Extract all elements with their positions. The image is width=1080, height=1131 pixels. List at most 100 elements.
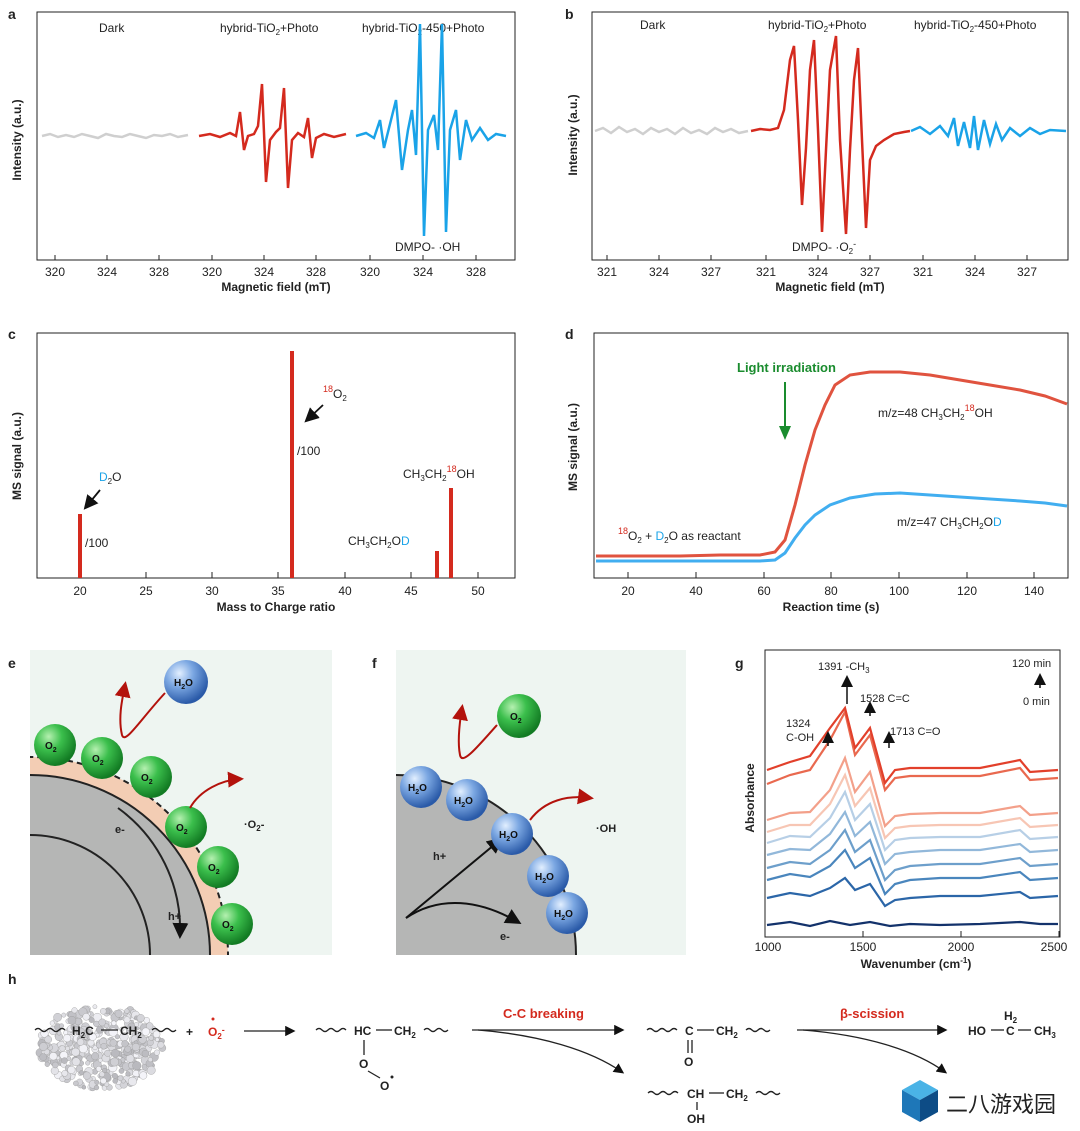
polymer-particle: [138, 1035, 147, 1044]
bead-label: H2O: [535, 872, 554, 885]
o2-bead: [81, 737, 123, 779]
electron-arrow: [405, 902, 522, 925]
peroxy-unit: HC: [354, 1024, 372, 1038]
watermark-cube-right: [920, 1090, 938, 1122]
ms-bar-ch3ch2od: [435, 551, 439, 578]
spectrum-dark: [41, 132, 189, 140]
label-d2o: D2O: [99, 470, 121, 486]
electron-label: e-: [500, 931, 510, 943]
polymer-particle: [61, 1012, 67, 1018]
tick-label: 1000: [755, 940, 782, 954]
tick-label: 45: [404, 584, 418, 598]
panel-a-frame: [36, 11, 516, 261]
polymer-particle: [71, 1047, 80, 1057]
peroxy-o: O: [380, 1079, 389, 1093]
arrow-d2o: [83, 489, 101, 510]
panel-a: a Dark hybrid-TiO2+Photo hybrid-TiO2-450…: [8, 6, 516, 294]
h2o-bead: [546, 892, 588, 934]
polymer-particle: [157, 1041, 165, 1049]
panel-g: g Absorbance Wavenumber (cm-1) 1000 1500…: [735, 649, 1068, 971]
chain-wave: [647, 1090, 679, 1096]
panel-b-ticks: 321 324 327 321 324 327 321 324 327: [597, 255, 1037, 279]
panel-c-ylabel: MS signal (a.u.): [10, 412, 24, 500]
panel-c-frame: [36, 332, 516, 579]
peroxy-o: O: [359, 1057, 368, 1071]
radical-dot: [390, 1075, 394, 1079]
panel-g-ticks: 1000 1500 2000 2500: [755, 931, 1068, 954]
polymer-particle: [123, 1016, 131, 1024]
dmpo-oh-label: DMPO- ·OH: [395, 240, 460, 254]
polymer-particle: [71, 1007, 78, 1014]
h2o-bead: [527, 855, 569, 897]
ms-trace-47: [596, 491, 1068, 563]
ethanol-h2: H2: [1004, 1009, 1018, 1025]
label-ch3ch2-18oh: CH3CH218OH: [403, 464, 475, 483]
polymer-particle: [93, 1084, 100, 1091]
spectrum-hybrid-photo: [750, 35, 911, 235]
tick-label: 40: [338, 584, 352, 598]
tick-label: 324: [649, 265, 669, 279]
watermark: 二八游戏园: [902, 1080, 1056, 1122]
label-hybrid-photo: hybrid-TiO2+Photo: [220, 21, 319, 37]
polymer-particle: [152, 1030, 161, 1039]
superoxide-radical: O2-: [208, 1025, 225, 1041]
ir-spectra: [766, 705, 1059, 928]
radical-arrow: [529, 788, 594, 821]
polymer-particle: [73, 1080, 79, 1087]
bead-label: O2: [208, 863, 220, 876]
chain-wave: [423, 1027, 449, 1033]
radical-dot: [211, 1017, 215, 1021]
polymer-particle: [99, 1008, 107, 1015]
panel-b-ylabel: Intensity (a.u.): [566, 94, 580, 175]
chain-wave: [755, 1090, 781, 1096]
o2-bead: [497, 694, 541, 738]
tick-label: 327: [860, 265, 880, 279]
panel-g-frame: [764, 649, 1061, 938]
watermark-cube-left: [902, 1090, 920, 1122]
tick-label: 60: [757, 584, 771, 598]
dmpo-o2-label: DMPO- ·O2-: [792, 239, 856, 256]
tick-label: 30: [205, 584, 219, 598]
panel-letter-a: a: [8, 6, 16, 22]
panel-g-ylabel: Absorbance: [743, 763, 757, 833]
hole-arrow: [405, 837, 504, 919]
bead-label: O2: [45, 741, 57, 754]
polymer-particle: [91, 1052, 100, 1061]
polymer-particle: [39, 1053, 48, 1061]
h2o-bead: [491, 813, 533, 855]
o2-bead: [211, 903, 253, 945]
polymer-particle: [141, 1049, 150, 1058]
step-beta-scission: β-scission: [840, 1006, 904, 1021]
step-cc-breaking: C-C breaking: [503, 1006, 584, 1021]
polymer-particle: [110, 1057, 119, 1067]
o2-bead: [197, 846, 239, 888]
ir-spectrum: [766, 754, 1059, 829]
ir-spectrum: [766, 772, 1059, 841]
bead-label: H2O: [499, 830, 518, 843]
ir-spectrum: [766, 708, 1059, 793]
polymer-particle: [153, 1049, 160, 1056]
polymer-unit: CH2: [120, 1024, 142, 1040]
polymer-particle: [100, 1077, 107, 1085]
ir-spectrum: [766, 848, 1059, 896]
tick-label: 324: [965, 265, 985, 279]
polymer-particle: [146, 1022, 154, 1030]
ms-bar-d2o: [78, 514, 82, 578]
ethanol-ch3: CH3: [1034, 1024, 1056, 1040]
arrow-18o2: [304, 404, 324, 423]
ms-bar-ch3ch2-18oh: [449, 488, 453, 578]
peak-1713-label: 1713 C=O: [890, 726, 941, 738]
h2o-bead: [164, 660, 208, 704]
spectrum-hybrid-450-photo: [910, 115, 1067, 151]
bead-label: O2: [141, 773, 153, 786]
h2o-bead: [400, 766, 442, 808]
polymer-particle: [61, 1070, 69, 1077]
polymer-particle: [67, 1016, 77, 1025]
polymer-particle: [39, 1042, 48, 1051]
polymer-unit: H2C: [72, 1024, 94, 1040]
tick-label: 320: [360, 265, 380, 279]
polymer-particle: [82, 1013, 90, 1021]
tick-label: 327: [701, 265, 721, 279]
polymer-particle: [117, 1075, 124, 1082]
